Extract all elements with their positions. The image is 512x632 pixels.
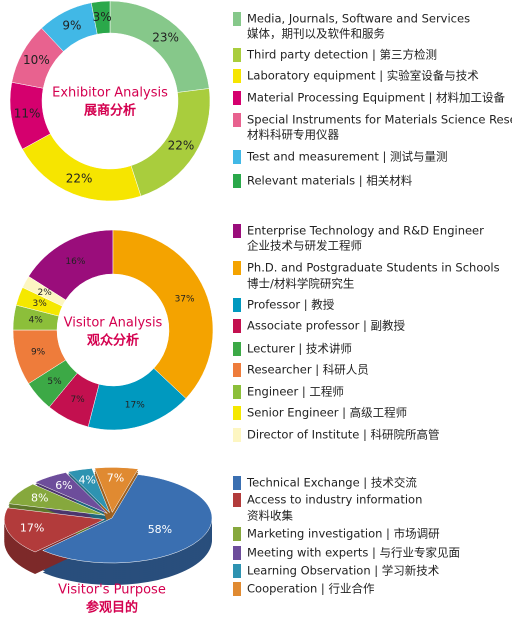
legend-label: Technical Exchange | 技术交流 — [246, 476, 417, 490]
value-label: 16% — [65, 257, 85, 267]
value-label: 4% — [78, 473, 95, 486]
value-label: 22% — [66, 172, 93, 186]
legend-swatch — [233, 319, 241, 333]
chart-title: Visitor's Purpose — [58, 583, 166, 598]
legend-label: 资料收集 — [247, 509, 293, 523]
legend-label: Test and measurement | 测试与量测 — [246, 150, 448, 164]
pie-slice — [8, 483, 106, 516]
value-label: 6% — [55, 479, 72, 492]
value-label: 58% — [148, 523, 172, 536]
legend-label: 企业技术与研发工程师 — [247, 239, 362, 253]
value-label: 7% — [70, 395, 85, 405]
legend-label: Associate professor | 副教授 — [247, 319, 406, 333]
value-label: 5% — [47, 377, 62, 387]
legend-swatch — [233, 91, 241, 105]
value-label: 37% — [175, 295, 195, 305]
legend-swatch — [233, 363, 241, 377]
legend-label: Learning Observation | 学习新技术 — [247, 564, 440, 578]
legend-label: Lecturer | 技术讲师 — [247, 342, 352, 356]
value-label: 11% — [14, 107, 41, 121]
legend-swatch — [233, 48, 241, 62]
pie-slice — [34, 472, 108, 514]
legend-label: Cooperation | 行业合作 — [247, 582, 375, 596]
donut-segment — [109, 0, 210, 93]
legend-swatch — [233, 174, 241, 188]
legend-swatch — [233, 564, 241, 578]
pie-slice — [67, 468, 110, 513]
pie-slice — [4, 507, 106, 553]
value-label: 3% — [32, 299, 47, 309]
legend-label: Ph.D. and Postgraduate Students in Schoo… — [247, 261, 500, 275]
value-label: 4% — [28, 316, 43, 326]
legend-label: Professor | 教授 — [247, 298, 335, 312]
pie-slice — [42, 474, 213, 564]
legend-swatch — [233, 582, 241, 596]
legend-label: 材料科研专用仪器 — [247, 128, 339, 142]
legend-label: Enterprise Technology and R&D Engineer — [247, 224, 484, 238]
value-label: 17% — [20, 522, 44, 535]
value-label: 9% — [31, 347, 46, 357]
legend-label: Meeting with experts | 与行业专家见面 — [247, 546, 460, 560]
legend-swatch — [233, 527, 241, 541]
chart-title: Exhibitor Analysis — [52, 86, 168, 101]
legend-label: Director of Institute | 科研院所高管 — [247, 428, 440, 442]
donut-segment — [112, 229, 214, 399]
legend-swatch — [233, 546, 241, 560]
legend-label: Marketing investigation | 市场调研 — [247, 527, 440, 541]
legend-label: Special Instruments for Materials Scienc… — [247, 113, 512, 127]
donut-segment — [22, 133, 142, 202]
legend-label: Engineer | 工程师 — [247, 385, 344, 399]
legend-swatch — [233, 224, 241, 238]
legend-swatch — [233, 69, 241, 83]
legend-swatch — [233, 113, 241, 127]
legend-label: 媒体，期刊以及软件和服务 — [247, 27, 385, 41]
legend-swatch — [233, 476, 241, 490]
legend-label: Senior Engineer | 高级工程师 — [247, 406, 407, 420]
chart-subtitle: 参观目的 — [86, 600, 138, 616]
legend-swatch — [233, 493, 241, 507]
value-label: 3% — [93, 10, 112, 24]
legend-swatch — [233, 261, 241, 275]
chart-subtitle: 观众分析 — [87, 333, 139, 349]
value-label: 7% — [107, 472, 124, 485]
value-label: 23% — [152, 30, 179, 44]
donut-segment — [22, 276, 67, 307]
legend-swatch — [233, 12, 241, 26]
legend-label: Access to industry information — [247, 493, 422, 507]
value-label: 2% — [38, 288, 53, 298]
legend-label: Material Processing Equipment | 材料加工设备 — [247, 91, 506, 105]
legend-swatch — [233, 428, 241, 442]
legend-swatch — [233, 298, 241, 312]
legend-label: Media, Journals, Software and Services — [247, 12, 470, 26]
legend-swatch — [233, 342, 241, 356]
legend-label: 博士/材料学院研究生 — [247, 277, 354, 291]
legend-label: Laboratory equipment | 实验室设备与技术 — [247, 69, 479, 83]
legend-swatch — [233, 406, 241, 420]
value-label: 22% — [168, 139, 195, 153]
chart-subtitle: 展商分析 — [84, 103, 136, 119]
pie-slice — [94, 467, 139, 513]
donut-segment — [90, 0, 111, 35]
chart-title: Visitor Analysis — [64, 316, 163, 331]
legend-swatch — [233, 150, 241, 164]
legend-label: Researcher | 科研人员 — [247, 363, 369, 377]
value-label: 8% — [31, 492, 48, 505]
legend-label: Third party detection | 第三方检测 — [246, 48, 437, 62]
value-label: 10% — [23, 53, 50, 67]
value-label: 17% — [125, 400, 145, 410]
legend-label: Relevant materials | 相关材料 — [247, 174, 413, 188]
legend-swatch — [233, 385, 241, 399]
value-label: 9% — [62, 19, 81, 33]
